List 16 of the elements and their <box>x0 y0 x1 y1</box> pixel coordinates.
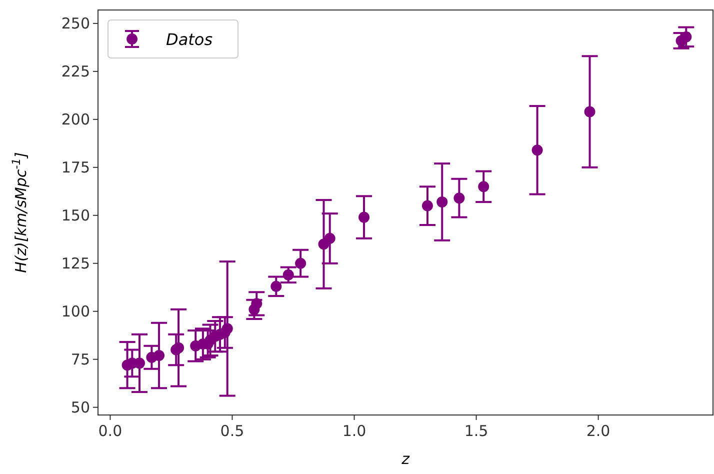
y-tick-label: 125 <box>61 254 90 272</box>
x-tick-label: 1.0 <box>342 422 366 440</box>
y-tick-label: 175 <box>61 158 90 176</box>
y-tick-label: 225 <box>61 62 90 80</box>
x-tick-label: 1.5 <box>464 422 488 440</box>
x-tick-label: 2.0 <box>586 422 610 440</box>
y-tick-label: 75 <box>70 350 90 368</box>
x-tick-label: 0.0 <box>98 422 122 440</box>
y-tick-label: 200 <box>61 110 90 128</box>
y-tick-label: 150 <box>61 206 90 224</box>
legend-label: Datos <box>166 30 213 49</box>
y-tick-label: 250 <box>61 14 90 32</box>
y-tick-label: 50 <box>70 398 90 416</box>
x-tick-label: 0.5 <box>220 422 244 440</box>
x-axis-title: z <box>400 450 411 468</box>
y-tick-label: 100 <box>61 302 90 320</box>
